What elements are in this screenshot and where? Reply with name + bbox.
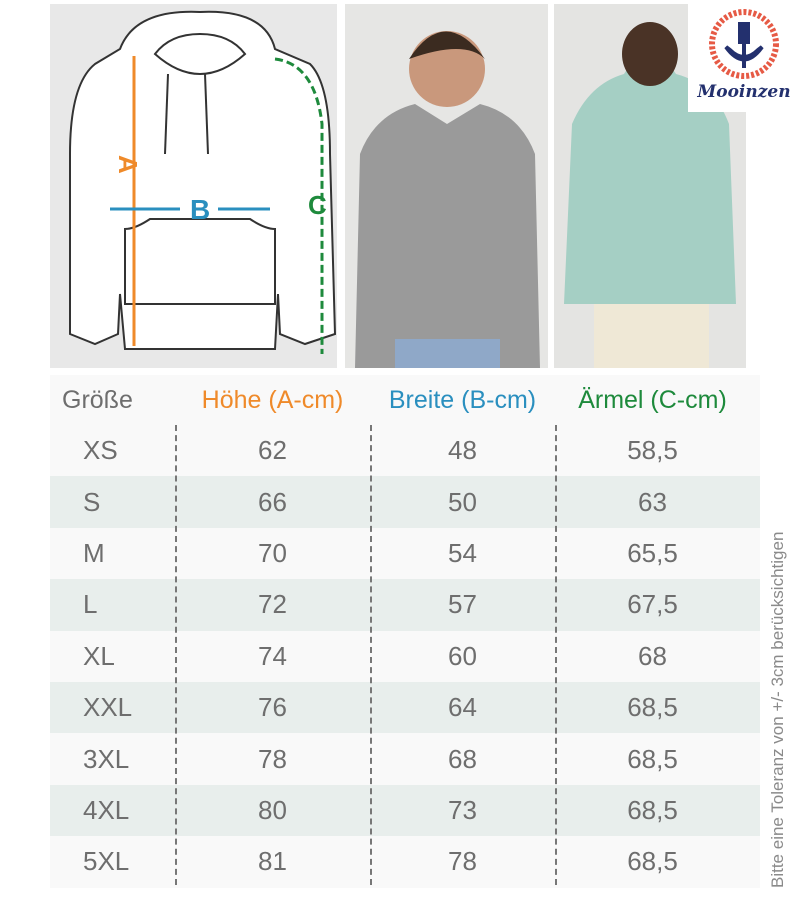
size-cell: XL: [83, 640, 115, 671]
header-sleeve: Ärmel (C-cm): [578, 385, 727, 414]
height-cell: 74: [258, 640, 287, 671]
height-cell: 78: [258, 743, 287, 774]
height-cell: 62: [258, 435, 287, 466]
table-row: 5XL 81 78 68,5: [50, 836, 760, 888]
size-cell: 5XL: [83, 846, 130, 877]
width-cell: 57: [448, 589, 477, 620]
sleeve-cell: 68,5: [627, 743, 678, 774]
size-cell: XXL: [83, 692, 133, 723]
sleeve-cell: 63: [638, 486, 667, 517]
table-row: XXL 76 64 68,5: [50, 681, 760, 734]
column-divider: [555, 425, 557, 885]
height-cell: 80: [258, 794, 287, 825]
table-row: 3XL 78 68 68,5: [50, 733, 760, 785]
width-cell: 60: [448, 640, 477, 671]
width-cell: 48: [448, 435, 477, 466]
sleeve-cell: 65,5: [627, 537, 678, 568]
sleeve-cell: 68: [638, 640, 667, 671]
size-cell: L: [83, 589, 98, 620]
table-row: 4XL 80 73 68,5: [50, 784, 760, 837]
sleeve-cell: 68,5: [627, 794, 678, 825]
header-height: Höhe (A-cm): [201, 385, 344, 414]
table-row: S 66 50 63: [50, 476, 760, 528]
size-cell: S: [83, 486, 101, 517]
column-divider: [175, 425, 177, 885]
tolerance-note: Bitte eine Toleranz von +/- 3cm berücksi…: [768, 531, 787, 888]
height-cell: 72: [258, 589, 287, 620]
width-cell: 73: [448, 794, 477, 825]
height-cell: 81: [258, 846, 287, 877]
size-cell: 3XL: [83, 743, 130, 774]
header-size: Größe: [62, 385, 133, 414]
width-cell: 50: [448, 486, 477, 517]
header-width: Breite (B-cm): [388, 385, 537, 414]
width-cell: 78: [448, 846, 477, 877]
table-row: M 70 54 65,5: [50, 527, 760, 580]
logo-text: Mooinzen: [697, 82, 791, 102]
width-cell: 54: [448, 537, 477, 568]
size-cell: 4XL: [83, 794, 130, 825]
height-cell: 66: [258, 486, 287, 517]
sleeve-cell: 67,5: [627, 589, 678, 620]
size-cell: M: [83, 537, 105, 568]
table-row: L 72 57 67,5: [50, 579, 760, 631]
table-row: XS 62 48 58,5: [50, 425, 760, 477]
sleeve-cell: 68,5: [627, 846, 678, 877]
hoodie-measurement-diagram: A B C: [50, 4, 337, 368]
table-header: Größe Höhe (A-cm) Breite (B-cm) Ärmel (C…: [50, 375, 760, 425]
size-cell: XS: [83, 435, 118, 466]
label-a: A: [113, 155, 143, 174]
label-b: B: [190, 194, 210, 225]
width-cell: 64: [448, 692, 477, 723]
grey-hoodie-front-photo: [345, 4, 548, 368]
height-cell: 76: [258, 692, 287, 723]
table-row: XL 74 60 68: [50, 630, 760, 682]
mooinzen-logo: Mooinzen: [688, 2, 800, 112]
width-cell: 68: [448, 743, 477, 774]
label-c: C: [308, 190, 327, 220]
size-table: Größe Höhe (A-cm) Breite (B-cm) Ärmel (C…: [50, 375, 760, 888]
height-cell: 70: [258, 537, 287, 568]
sleeve-cell: 68,5: [627, 692, 678, 723]
sleeve-cell: 58,5: [627, 435, 678, 466]
column-divider: [370, 425, 372, 885]
